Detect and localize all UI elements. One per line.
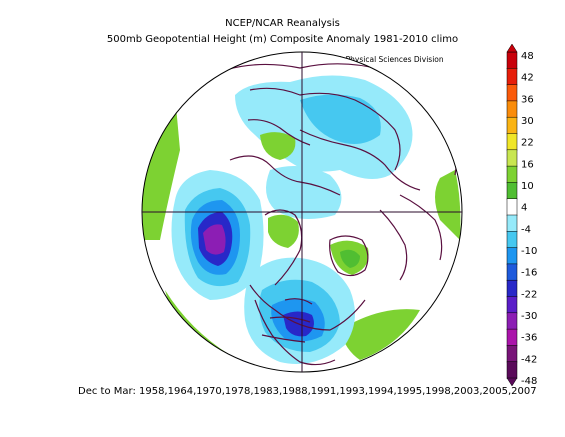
title-line-2: 500mb Geopotential Height (m) Composite … — [106, 34, 459, 45]
neg-anomaly-siberia-core — [300, 94, 381, 144]
colorbar-segment — [506, 247, 518, 265]
colorbar-tick-label: -10 — [521, 246, 537, 257]
neg-anomaly-pacific-core — [203, 224, 226, 255]
colorbar-segment — [506, 361, 518, 379]
colorbar-top-arrow — [506, 43, 518, 53]
colorbar-tick-label: 42 — [521, 73, 534, 84]
pos-anomaly-east-asia — [260, 132, 296, 160]
colorbar-segment — [506, 279, 518, 298]
pos-anomaly-atlantic — [340, 309, 420, 360]
colorbar-segment — [506, 149, 518, 167]
colorbar-tick-label: -22 — [521, 289, 537, 300]
credit-text: NOAA/ESRL Physical Sciences Division — [300, 55, 444, 64]
colorbar-segment — [506, 345, 518, 363]
colorbar-segment — [506, 100, 518, 118]
colorbar-tick-label: 30 — [521, 116, 534, 127]
colorbar-tick-label: 22 — [521, 138, 534, 149]
footer-caption: Dec to Mar: 1958,1964,1970,1978,1983,198… — [78, 386, 537, 397]
colorbar-segment — [506, 182, 518, 200]
colorbar-segment — [506, 312, 518, 330]
colorbar-tick-label: 48 — [521, 51, 534, 62]
colorbar-segment — [506, 51, 518, 70]
colorbar-tick-label: 16 — [521, 159, 534, 170]
colorbar-tick-label: 4 — [521, 203, 527, 214]
colorbar-segment — [506, 198, 518, 216]
colorbar-segment — [506, 263, 518, 281]
pos-anomaly-east-rim — [435, 170, 461, 240]
colorbar-segment — [506, 165, 518, 184]
colorbar-tick-label: -30 — [521, 311, 537, 322]
colorbar-segment — [506, 231, 518, 249]
colorbar: 48 42 36 30 22 16 10 4 -4 -10 -16 -22 -30 -36 -42 -48 — [506, 43, 537, 387]
pos-anomaly-canada — [268, 214, 299, 248]
colorbar-bottom-arrow — [506, 377, 518, 387]
colorbar-tick-label: -16 — [521, 268, 537, 279]
pos-anomaly-greenland-core — [340, 249, 360, 268]
colorbar-tick-label: 10 — [521, 181, 534, 192]
neg-anomaly-arctic — [266, 166, 342, 219]
colorbar-segment — [506, 296, 518, 314]
colorbar-tick-label: -36 — [521, 333, 537, 344]
colorbar-segment — [506, 133, 518, 151]
colorbar-tick-label: 36 — [521, 94, 534, 105]
colorbar-tick-label: -4 — [521, 224, 531, 235]
colorbar-segment — [506, 328, 518, 347]
colorbar-segment — [506, 116, 518, 135]
title-line-1: NCEP/NCAR Reanalysis — [225, 18, 340, 29]
colorbar-segment — [506, 68, 518, 86]
colorbar-segment — [506, 214, 518, 233]
colorbar-tick-label: -42 — [521, 354, 537, 365]
pos-anomaly-west-pacific — [142, 95, 180, 240]
colorbar-tick-label: -48 — [521, 376, 537, 387]
colorbar-segment — [506, 84, 518, 102]
